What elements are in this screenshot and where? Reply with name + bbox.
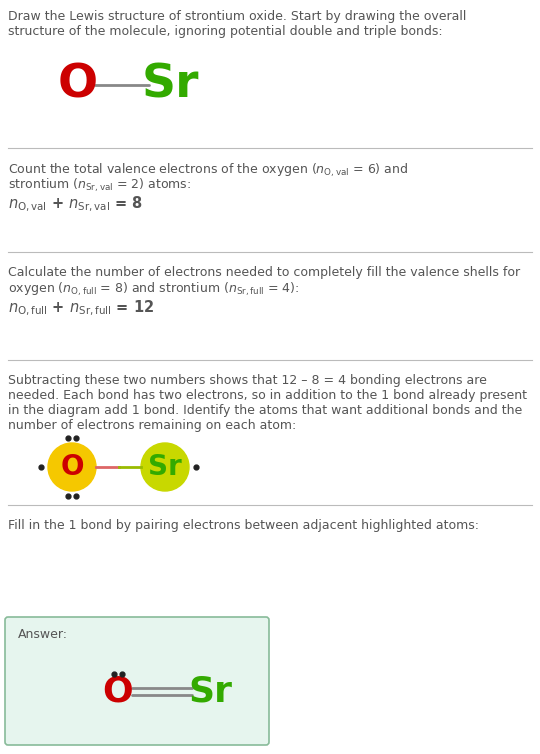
Text: Sr: Sr (188, 674, 232, 708)
Text: Fill in the 1 bond by pairing electrons between adjacent highlighted atoms:: Fill in the 1 bond by pairing electrons … (8, 519, 479, 532)
Text: O: O (58, 63, 98, 108)
Text: Sr: Sr (141, 63, 199, 108)
Text: strontium ($n_\mathrm{Sr,val}$ = 2) atoms:: strontium ($n_\mathrm{Sr,val}$ = 2) atom… (8, 177, 191, 195)
Text: O: O (60, 453, 84, 481)
Circle shape (141, 443, 189, 491)
Text: Subtracting these two numbers shows that 12 – 8 = 4 bonding electrons are: Subtracting these two numbers shows that… (8, 374, 487, 387)
Text: Sr: Sr (148, 453, 182, 481)
Text: oxygen ($n_\mathrm{O,full}$ = 8) and strontium ($n_\mathrm{Sr,full}$ = 4):: oxygen ($n_\mathrm{O,full}$ = 8) and str… (8, 281, 300, 298)
Text: $n_\mathrm{O,full}$ + $n_\mathrm{Sr,full}$ = 12: $n_\mathrm{O,full}$ + $n_\mathrm{Sr,full… (8, 299, 154, 318)
Text: structure of the molecule, ignoring potential double and triple bonds:: structure of the molecule, ignoring pote… (8, 25, 443, 38)
Circle shape (48, 443, 96, 491)
Text: number of electrons remaining on each atom:: number of electrons remaining on each at… (8, 419, 296, 432)
Text: Answer:: Answer: (18, 628, 68, 641)
Text: in the diagram add 1 bond. Identify the atoms that want additional bonds and the: in the diagram add 1 bond. Identify the … (8, 404, 522, 417)
Text: O: O (103, 674, 133, 708)
Text: $n_\mathrm{O,val}$ + $n_\mathrm{Sr,val}$ = 8: $n_\mathrm{O,val}$ + $n_\mathrm{Sr,val}$… (8, 195, 143, 214)
Text: needed. Each bond has two electrons, so in addition to the 1 bond already presen: needed. Each bond has two electrons, so … (8, 389, 527, 402)
FancyBboxPatch shape (5, 617, 269, 745)
Text: Count the total valence electrons of the oxygen ($n_\mathrm{O,val}$ = 6) and: Count the total valence electrons of the… (8, 162, 408, 179)
Text: Calculate the number of electrons needed to completely fill the valence shells f: Calculate the number of electrons needed… (8, 266, 520, 279)
Text: Draw the Lewis structure of strontium oxide. Start by drawing the overall: Draw the Lewis structure of strontium ox… (8, 10, 467, 23)
